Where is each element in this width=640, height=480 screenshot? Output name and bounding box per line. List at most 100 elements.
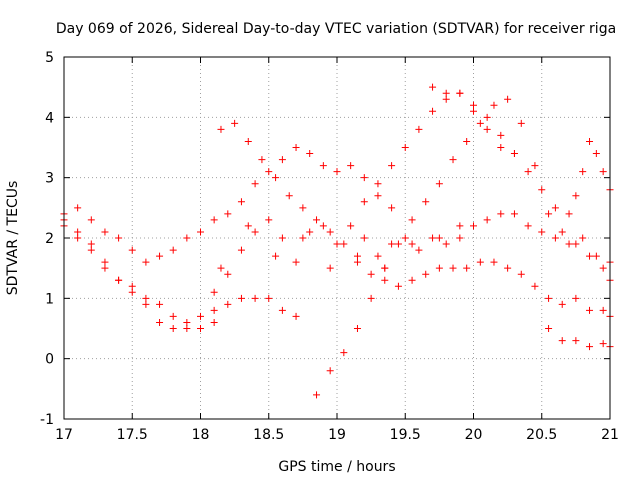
data-point — [551, 204, 559, 212]
data-point — [285, 192, 293, 200]
data-point — [456, 234, 464, 242]
x-axis-title: GPS time / hours — [278, 459, 395, 475]
data-point — [306, 228, 314, 236]
data-point — [388, 162, 396, 170]
data-point — [551, 234, 559, 242]
data-point — [272, 252, 280, 260]
data-point — [408, 216, 416, 224]
data-point — [224, 210, 232, 218]
data-point — [244, 137, 252, 145]
data-point — [483, 113, 491, 121]
data-point — [435, 264, 443, 272]
data-point — [224, 300, 232, 308]
data-point — [429, 107, 437, 115]
x-tick-label: 19 — [328, 427, 346, 443]
data-point — [415, 125, 423, 133]
data-point — [586, 252, 594, 260]
y-axis-title: SDTVAR / TECUs — [5, 181, 21, 296]
data-point — [74, 234, 82, 242]
data-point — [429, 234, 437, 242]
data-point — [142, 294, 150, 302]
data-point — [490, 258, 498, 266]
y-tick-label: 4 — [45, 110, 54, 126]
data-point — [558, 337, 566, 345]
data-point — [531, 162, 539, 170]
data-point — [265, 216, 273, 224]
data-point — [586, 137, 594, 145]
data-point — [558, 228, 566, 236]
data-point — [292, 144, 300, 151]
grid-layer — [64, 57, 610, 419]
data-point — [210, 216, 218, 224]
data-points-layer — [60, 83, 614, 399]
data-point — [435, 234, 443, 242]
data-point — [524, 168, 532, 176]
data-point — [251, 180, 259, 188]
x-tick-label: 18.5 — [253, 427, 284, 443]
data-point — [470, 101, 477, 109]
series-arc-10 — [572, 137, 614, 200]
data-point — [599, 168, 607, 176]
data-point — [217, 125, 225, 133]
data-point — [497, 210, 505, 218]
data-point — [545, 210, 553, 218]
data-point — [231, 119, 239, 127]
data-point — [408, 240, 416, 248]
data-point — [517, 270, 525, 278]
y-tick-label: 5 — [45, 50, 54, 66]
series-scatter-cloud — [210, 216, 464, 296]
y-tick-label: -1 — [40, 412, 54, 428]
data-point — [326, 367, 334, 375]
data-point — [572, 294, 580, 302]
data-point — [599, 264, 607, 272]
data-point — [251, 294, 259, 302]
series-arc-5 — [313, 95, 614, 399]
data-point — [599, 306, 607, 314]
data-point — [360, 174, 368, 182]
data-point — [476, 119, 484, 127]
data-point — [592, 150, 600, 158]
data-point — [449, 156, 457, 164]
data-point — [510, 150, 518, 158]
data-point — [422, 198, 430, 206]
data-point — [517, 119, 525, 127]
data-point — [415, 246, 423, 254]
data-point — [510, 210, 518, 218]
data-point — [353, 258, 361, 266]
data-point — [115, 234, 123, 242]
data-point — [197, 228, 204, 236]
series-arc-7 — [429, 83, 614, 266]
data-point — [217, 264, 225, 272]
data-point — [538, 186, 546, 194]
data-point — [422, 270, 430, 278]
x-tick-label: 21 — [601, 427, 619, 443]
series-arc-9 — [545, 325, 614, 351]
x-tick-label: 18 — [192, 427, 210, 443]
data-point — [592, 252, 600, 260]
data-point — [87, 240, 95, 248]
data-point — [156, 318, 164, 326]
x-tick-label: 20.5 — [526, 427, 557, 443]
data-point — [258, 156, 266, 164]
data-point — [210, 288, 218, 296]
data-point — [545, 294, 553, 302]
y-tick-label: 0 — [45, 352, 54, 368]
data-point — [197, 312, 204, 320]
data-point — [429, 83, 437, 91]
data-point — [244, 222, 252, 230]
data-point — [524, 222, 532, 230]
data-point — [210, 318, 218, 326]
data-point — [278, 306, 286, 314]
data-point — [319, 222, 327, 230]
data-point — [128, 246, 136, 254]
data-point — [442, 240, 450, 248]
ticks-layer: 17 17.5 18 18.5 19 19.5 20 20.5 21 -1 0 1 2 3 4 5 — [40, 50, 619, 443]
data-point — [374, 192, 382, 200]
data-point — [490, 101, 498, 109]
data-point — [353, 325, 361, 332]
data-point — [456, 222, 464, 230]
series-arc-3 — [60, 222, 218, 332]
data-point — [579, 168, 587, 176]
data-point — [367, 294, 375, 302]
